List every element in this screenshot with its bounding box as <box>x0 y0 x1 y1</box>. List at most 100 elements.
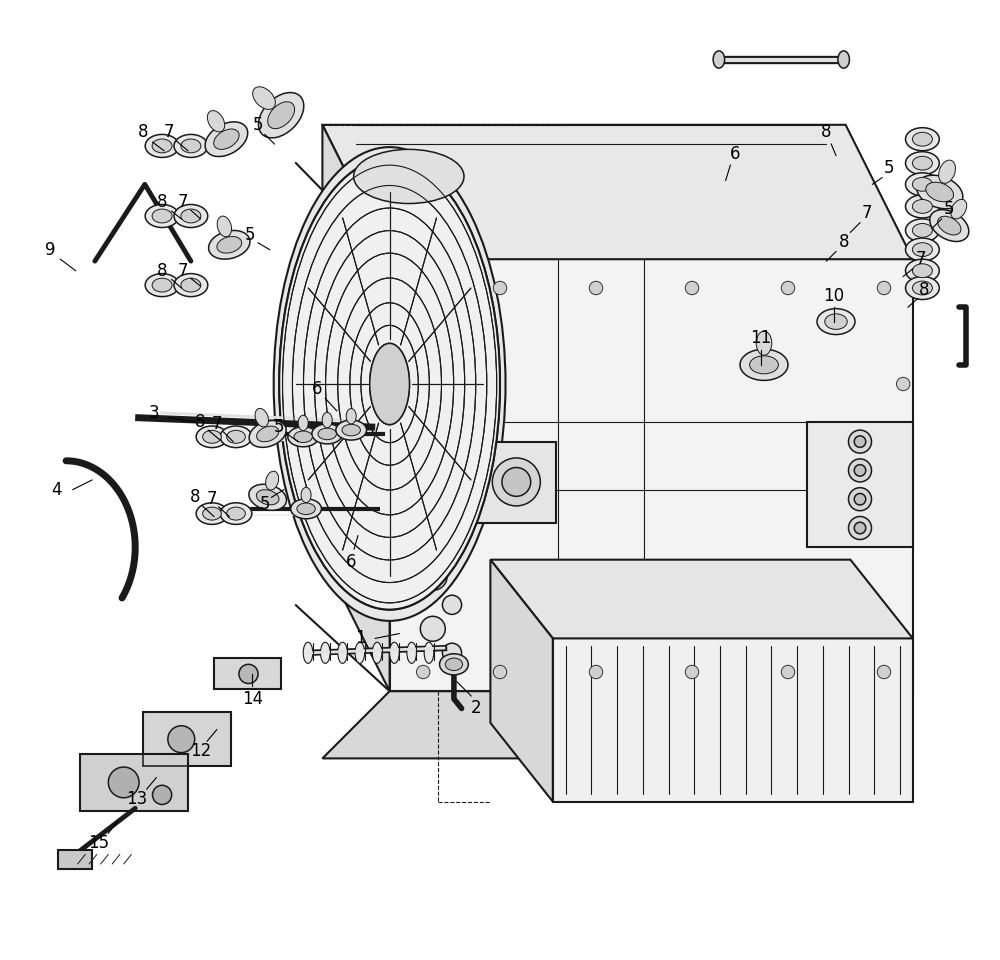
Ellipse shape <box>912 224 932 237</box>
Circle shape <box>781 665 795 679</box>
Polygon shape <box>322 125 390 691</box>
Ellipse shape <box>912 156 932 170</box>
Text: 9: 9 <box>45 241 56 258</box>
Ellipse shape <box>906 276 939 300</box>
Ellipse shape <box>174 274 208 297</box>
Ellipse shape <box>209 230 250 259</box>
Circle shape <box>416 281 430 295</box>
Ellipse shape <box>912 178 932 191</box>
Polygon shape <box>143 712 231 766</box>
Text: 11: 11 <box>750 329 772 347</box>
Circle shape <box>896 377 910 391</box>
Text: 7: 7 <box>178 262 188 279</box>
Ellipse shape <box>258 92 304 138</box>
Text: 7: 7 <box>212 416 222 433</box>
Text: 8: 8 <box>138 124 148 141</box>
Text: 7: 7 <box>207 491 217 508</box>
Ellipse shape <box>312 424 343 444</box>
Ellipse shape <box>256 490 279 505</box>
Circle shape <box>168 726 195 753</box>
Polygon shape <box>807 422 913 547</box>
Ellipse shape <box>440 654 468 675</box>
Ellipse shape <box>152 139 172 153</box>
Ellipse shape <box>217 236 242 253</box>
Circle shape <box>418 456 447 485</box>
Ellipse shape <box>297 503 315 515</box>
Polygon shape <box>322 125 913 259</box>
Ellipse shape <box>906 219 939 242</box>
Ellipse shape <box>336 420 367 440</box>
Ellipse shape <box>917 175 963 209</box>
Circle shape <box>589 281 603 295</box>
Circle shape <box>854 436 866 447</box>
Ellipse shape <box>145 204 179 228</box>
Ellipse shape <box>424 642 434 663</box>
Ellipse shape <box>214 129 239 150</box>
Ellipse shape <box>338 642 347 663</box>
Text: 3: 3 <box>149 404 160 421</box>
Ellipse shape <box>227 507 245 520</box>
Circle shape <box>877 281 891 295</box>
Text: 7: 7 <box>178 193 188 210</box>
Ellipse shape <box>370 344 409 424</box>
Ellipse shape <box>320 642 330 663</box>
Circle shape <box>416 473 430 487</box>
Ellipse shape <box>181 278 201 292</box>
Polygon shape <box>490 560 913 638</box>
Ellipse shape <box>152 209 172 223</box>
Ellipse shape <box>370 344 409 424</box>
Circle shape <box>492 458 540 506</box>
Ellipse shape <box>145 274 179 297</box>
Ellipse shape <box>145 134 179 157</box>
Text: 6: 6 <box>730 145 740 162</box>
Circle shape <box>442 595 462 614</box>
Text: 2: 2 <box>471 700 481 717</box>
Circle shape <box>416 352 450 387</box>
Ellipse shape <box>906 173 939 196</box>
Circle shape <box>848 516 872 540</box>
Ellipse shape <box>298 416 308 431</box>
Text: 5: 5 <box>245 227 256 244</box>
Text: 8: 8 <box>195 414 206 431</box>
Circle shape <box>896 473 910 487</box>
Ellipse shape <box>445 659 463 670</box>
Ellipse shape <box>279 158 500 610</box>
Ellipse shape <box>207 110 225 132</box>
Circle shape <box>854 493 866 505</box>
Ellipse shape <box>196 503 228 524</box>
Ellipse shape <box>249 420 286 447</box>
Text: 5: 5 <box>274 419 284 436</box>
Ellipse shape <box>196 426 228 447</box>
Text: 6: 6 <box>312 380 323 397</box>
Circle shape <box>848 430 872 453</box>
Ellipse shape <box>291 499 321 518</box>
Circle shape <box>854 522 866 534</box>
Text: 8: 8 <box>838 233 849 251</box>
Ellipse shape <box>906 152 939 175</box>
Ellipse shape <box>756 331 772 355</box>
Ellipse shape <box>740 349 788 380</box>
Circle shape <box>442 480 462 499</box>
Text: 5: 5 <box>260 495 270 513</box>
Ellipse shape <box>912 264 932 277</box>
Text: 1: 1 <box>355 630 366 647</box>
Ellipse shape <box>390 642 399 663</box>
Text: 5: 5 <box>884 159 894 177</box>
Ellipse shape <box>255 408 268 427</box>
Ellipse shape <box>294 431 312 443</box>
Ellipse shape <box>912 281 932 295</box>
Text: 10: 10 <box>824 287 845 304</box>
Polygon shape <box>553 638 913 802</box>
Circle shape <box>108 767 139 798</box>
Ellipse shape <box>838 51 849 68</box>
Ellipse shape <box>825 314 847 329</box>
Ellipse shape <box>220 426 252 447</box>
Ellipse shape <box>906 195 939 218</box>
Circle shape <box>781 281 795 295</box>
Ellipse shape <box>288 427 319 446</box>
Ellipse shape <box>407 642 416 663</box>
Polygon shape <box>214 658 281 689</box>
Text: 8: 8 <box>157 193 167 210</box>
Ellipse shape <box>938 216 961 235</box>
Circle shape <box>442 432 462 451</box>
